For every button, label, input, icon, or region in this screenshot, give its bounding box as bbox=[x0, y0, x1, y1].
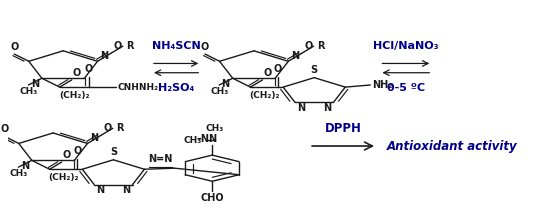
Text: O: O bbox=[63, 150, 71, 160]
Text: N: N bbox=[101, 51, 109, 61]
Text: R: R bbox=[317, 41, 324, 51]
Text: O: O bbox=[73, 68, 81, 78]
Text: (CH₂)₂: (CH₂)₂ bbox=[59, 91, 89, 100]
Text: (CH₂)₂: (CH₂)₂ bbox=[48, 173, 79, 182]
Text: CH₃: CH₃ bbox=[205, 124, 224, 133]
Text: CHO: CHO bbox=[201, 193, 224, 203]
Text: N: N bbox=[91, 133, 99, 143]
Text: N: N bbox=[96, 185, 105, 195]
Text: S: S bbox=[110, 147, 117, 157]
Text: N: N bbox=[20, 161, 29, 171]
Text: CH₃: CH₃ bbox=[19, 87, 38, 96]
Text: CNHNH₂: CNHNH₂ bbox=[118, 83, 159, 92]
Text: N: N bbox=[31, 79, 39, 89]
Text: H₂SO₄: H₂SO₄ bbox=[158, 83, 194, 93]
Text: N: N bbox=[292, 51, 300, 61]
Text: O: O bbox=[0, 124, 8, 134]
Text: N=N: N=N bbox=[149, 154, 173, 164]
Text: O: O bbox=[113, 41, 122, 51]
Text: O: O bbox=[73, 146, 81, 156]
Text: O: O bbox=[264, 68, 272, 78]
Text: S: S bbox=[310, 65, 318, 75]
Text: O: O bbox=[103, 123, 112, 134]
Text: Antioxidant activity: Antioxidant activity bbox=[387, 139, 517, 152]
Text: NH₄SCN: NH₄SCN bbox=[152, 41, 201, 51]
Text: N: N bbox=[222, 79, 230, 89]
Text: CH₃: CH₃ bbox=[210, 87, 228, 96]
Text: O: O bbox=[201, 42, 209, 52]
Text: O: O bbox=[10, 42, 18, 52]
Text: O: O bbox=[304, 41, 313, 51]
Text: R: R bbox=[116, 123, 123, 133]
Text: N: N bbox=[208, 134, 216, 144]
Text: HCl/NaNO₃: HCl/NaNO₃ bbox=[373, 41, 439, 51]
Text: NH₂: NH₂ bbox=[372, 80, 393, 90]
Text: CH₃: CH₃ bbox=[184, 136, 202, 145]
Text: (CH₂)₂: (CH₂)₂ bbox=[249, 91, 280, 100]
Text: 0-5 ºC: 0-5 ºC bbox=[387, 83, 425, 93]
Text: –N: –N bbox=[197, 134, 210, 144]
Text: N: N bbox=[297, 103, 305, 113]
Text: DPPH: DPPH bbox=[324, 123, 362, 135]
Text: N: N bbox=[323, 103, 331, 113]
Text: O: O bbox=[85, 64, 93, 74]
Text: O: O bbox=[274, 64, 282, 74]
Text: R: R bbox=[126, 41, 133, 51]
Text: CH₃: CH₃ bbox=[9, 169, 27, 178]
Text: N: N bbox=[122, 185, 130, 195]
